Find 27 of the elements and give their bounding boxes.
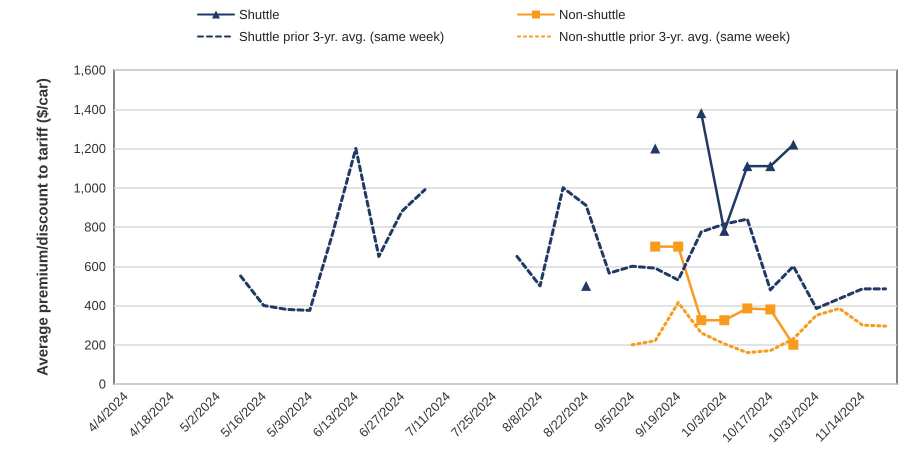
point (696, 315, 706, 326)
legend-label: Non-shuttle (559, 7, 626, 22)
point (650, 144, 660, 154)
legend-label: Shuttle (239, 7, 280, 22)
legend-label: Non-shuttle prior 3-yr. avg. (same week) (559, 29, 790, 44)
legend-label: Shuttle prior 3-yr. avg. (same week) (239, 29, 444, 44)
point (788, 340, 798, 350)
y-tick-label: 1,000 (73, 180, 106, 196)
point (719, 315, 730, 326)
y-tick-label: 0 (98, 376, 106, 392)
y-tick-label: 200 (84, 337, 106, 352)
y-tick-label: 800 (84, 220, 106, 234)
point (788, 140, 798, 150)
y-tick-label: 1,600 (73, 62, 106, 78)
y-tick-label: 400 (84, 298, 106, 313)
y-tick-label: 1,400 (73, 102, 106, 117)
point (742, 303, 752, 314)
point (581, 280, 592, 291)
point (765, 161, 776, 172)
y-tick-label: 1,200 (73, 141, 106, 156)
point (650, 242, 660, 252)
point (673, 242, 684, 252)
y-axis-title: Average premium/discount to tariff ($/car) (34, 78, 52, 376)
point (696, 108, 706, 118)
point (765, 304, 776, 314)
point (742, 161, 752, 172)
y-tick-label: 600 (84, 258, 106, 274)
